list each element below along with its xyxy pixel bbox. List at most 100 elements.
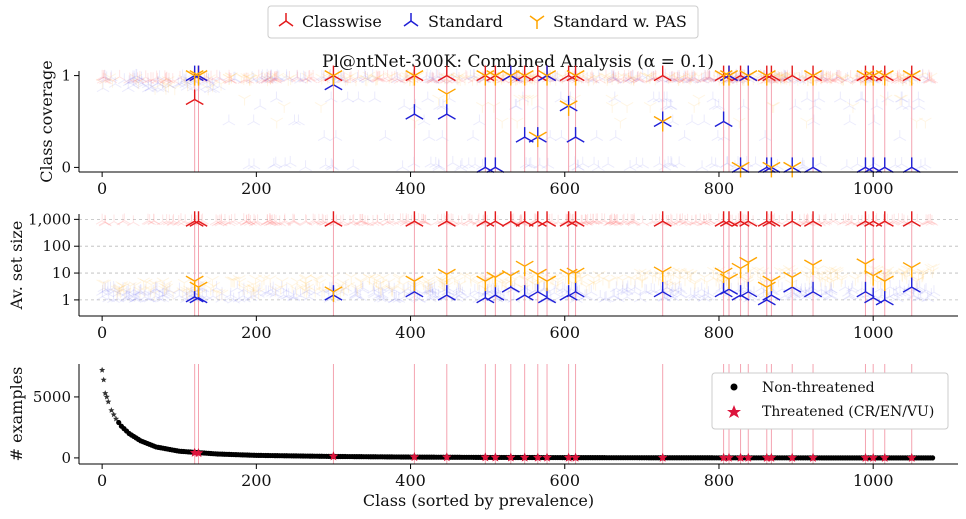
bg-classwise-marker bbox=[584, 71, 598, 83]
bg-standard-marker bbox=[408, 98, 422, 110]
bg-classwise-marker bbox=[460, 71, 474, 83]
bg-standard-marker bbox=[454, 160, 468, 172]
bg-standard-marker bbox=[888, 157, 902, 169]
legend-marker-standard bbox=[403, 13, 419, 27]
background-classes bbox=[95, 68, 939, 172]
bg-standard-marker bbox=[685, 114, 699, 126]
bg-classwise-marker bbox=[894, 73, 907, 85]
x-tick-label: 600 bbox=[549, 179, 580, 198]
bg-classwise-marker bbox=[385, 71, 399, 83]
bg-classwise-marker bbox=[685, 72, 699, 84]
bg-standard-marker bbox=[789, 98, 802, 110]
bg-standard-marker bbox=[247, 158, 261, 170]
bg-standard-marker bbox=[706, 91, 720, 103]
bg-classwise-marker bbox=[839, 73, 853, 84]
bg-classwise-marker bbox=[923, 72, 937, 84]
bg-classwise-marker bbox=[823, 72, 837, 84]
non-threatened-point bbox=[929, 455, 936, 461]
y-tick-label: 1 bbox=[61, 291, 71, 309]
bg-pas-marker bbox=[368, 274, 381, 286]
bg-pas-marker bbox=[510, 117, 524, 129]
bg-classwise-marker bbox=[922, 69, 936, 81]
coverage-panel: 0 200 400 600 800 1000 0 1 Class coverage bbox=[37, 60, 958, 198]
legend-label-standard-pas: Standard w. PAS bbox=[553, 12, 687, 31]
bg-standard-marker bbox=[247, 114, 261, 126]
bg-standard-marker bbox=[893, 130, 907, 142]
bg-classwise-marker bbox=[269, 71, 283, 83]
bg-standard-marker bbox=[422, 130, 436, 142]
bg-classwise-marker bbox=[923, 71, 937, 83]
bg-standard-marker bbox=[731, 156, 745, 168]
bg-classwise-marker bbox=[679, 70, 692, 82]
bg-classwise-marker bbox=[703, 69, 716, 81]
bg-classwise-marker bbox=[302, 70, 316, 82]
legend-label-classwise: Classwise bbox=[302, 12, 382, 31]
y-tick-label: 0 bbox=[61, 449, 71, 467]
bg-standard-marker bbox=[601, 156, 615, 168]
bg-standard-marker bbox=[695, 282, 708, 294]
bg-classwise-marker bbox=[95, 69, 109, 81]
bg-classwise-marker bbox=[166, 73, 180, 85]
bg-classwise-marker bbox=[344, 71, 358, 83]
bg-classwise-marker bbox=[113, 69, 126, 81]
y-axis-label: Class coverage bbox=[37, 60, 56, 182]
bg-standard-marker bbox=[368, 91, 382, 103]
top-legend: Classwise Standard Standard w. PAS bbox=[267, 5, 699, 39]
bg-classwise-marker bbox=[925, 72, 939, 84]
bg-classwise-marker bbox=[698, 69, 712, 81]
bg-standard-marker bbox=[541, 157, 555, 169]
bg-standard-marker bbox=[253, 98, 267, 110]
x-tick-label: 800 bbox=[704, 179, 735, 198]
bg-standard-marker bbox=[740, 156, 754, 167]
bg-standard-marker bbox=[270, 91, 283, 103]
bg-classwise-marker bbox=[127, 215, 140, 227]
bg-standard-marker bbox=[421, 91, 435, 103]
bg-pas-marker bbox=[538, 278, 552, 290]
x-tick-label: 400 bbox=[395, 323, 426, 342]
bg-standard-marker bbox=[812, 91, 826, 103]
bg-standard-marker bbox=[851, 157, 864, 169]
bg-classwise-marker bbox=[668, 72, 681, 84]
bg-classwise-marker bbox=[264, 70, 278, 82]
bg-classwise-marker bbox=[371, 71, 384, 83]
x-tick-label: 600 bbox=[549, 471, 580, 490]
x-tick-label: 200 bbox=[241, 323, 272, 342]
y-tick-label: 1 bbox=[61, 67, 71, 85]
bg-classwise-marker bbox=[290, 69, 304, 81]
bg-classwise-marker bbox=[626, 69, 639, 81]
bg-classwise-marker bbox=[599, 69, 613, 81]
bg-standard-marker bbox=[407, 156, 421, 168]
bg-classwise-marker bbox=[633, 72, 646, 84]
bg-classwise-marker bbox=[832, 69, 846, 81]
non-threatened-point bbox=[100, 376, 107, 383]
bg-standard-marker bbox=[222, 114, 236, 126]
bg-pas-marker bbox=[700, 278, 714, 290]
bg-standard-marker bbox=[379, 130, 392, 142]
x-tick-label: 600 bbox=[549, 323, 580, 342]
bg-classwise-marker bbox=[467, 72, 481, 84]
bg-classwise-marker bbox=[775, 72, 789, 84]
bg-pas-marker bbox=[234, 72, 248, 84]
bg-standard-marker bbox=[590, 130, 604, 142]
x-tick-label: 800 bbox=[704, 323, 735, 342]
x-tick-label: 800 bbox=[704, 471, 735, 490]
bg-classwise-marker bbox=[144, 72, 158, 84]
bg-classwise-marker bbox=[426, 71, 439, 83]
bg-classwise-marker bbox=[160, 71, 174, 83]
bg-classwise-marker bbox=[252, 69, 266, 81]
bg-classwise-marker bbox=[685, 70, 699, 82]
y-tick-label: 0 bbox=[61, 158, 71, 176]
bg-classwise-marker bbox=[821, 71, 835, 83]
bg-standard-marker bbox=[665, 157, 679, 169]
bg-classwise-marker bbox=[210, 69, 224, 81]
bg-pas-marker bbox=[846, 101, 860, 113]
bg-standard-marker bbox=[609, 130, 623, 142]
examples-legend: Non-threatened Threatened (CR/EN/VU) bbox=[711, 372, 949, 430]
bg-pas-marker bbox=[800, 269, 814, 281]
bg-classwise-marker bbox=[665, 71, 678, 83]
bg-standard-marker bbox=[473, 114, 486, 126]
bg-classwise-marker bbox=[98, 69, 111, 81]
bg-pas-marker bbox=[849, 274, 862, 286]
bg-standard-marker bbox=[466, 130, 480, 142]
